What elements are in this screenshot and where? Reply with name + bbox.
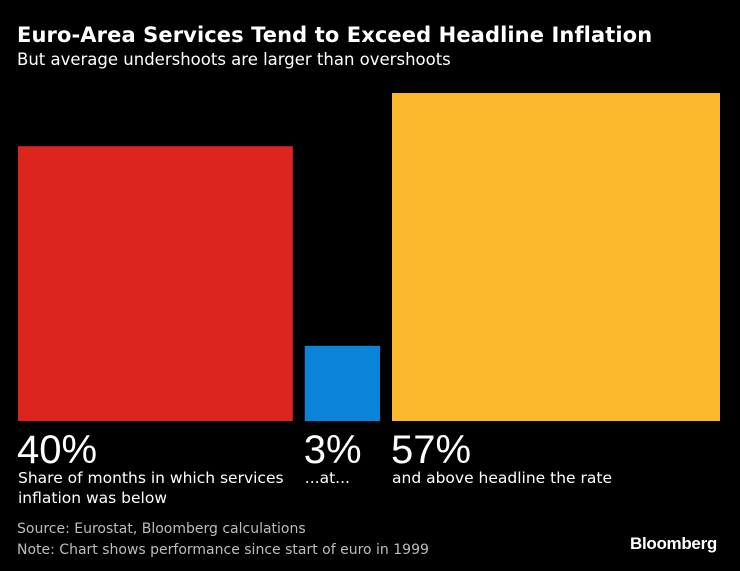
source-note: Source: Eurostat, Bloomberg calculations bbox=[17, 521, 306, 537]
value-label-below: 40% bbox=[17, 428, 97, 472]
value-label-above: 57% bbox=[391, 428, 471, 472]
square-above bbox=[392, 93, 720, 421]
square-below bbox=[18, 146, 293, 421]
description-below-line-2: inflation was below bbox=[18, 489, 167, 507]
chart-title: Euro-Area Services Tend to Exceed Headli… bbox=[17, 23, 653, 47]
value-label-at: 3% bbox=[304, 428, 362, 472]
chart-footer: Source: Eurostat, Bloomberg calculations… bbox=[17, 519, 429, 561]
methodology-note: Note: Chart shows performance since star… bbox=[17, 542, 429, 558]
description-below-line-1: Share of months in which services bbox=[18, 469, 284, 487]
square-at bbox=[304, 345, 380, 421]
description-at-line-1: ...at... bbox=[305, 469, 350, 487]
chart-subtitle: But average undershoots are larger than … bbox=[17, 50, 451, 69]
description-above-line-1: and above headline the rate bbox=[392, 469, 612, 487]
bloomberg-logo: Bloomberg bbox=[629, 534, 717, 553]
